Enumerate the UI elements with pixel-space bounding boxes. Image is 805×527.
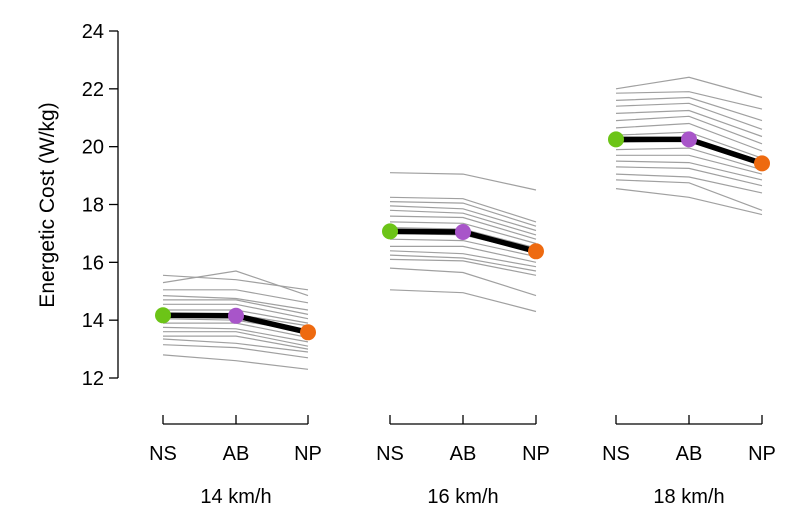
y-tick-label: 24 [82,21,104,43]
subject-line [615,76,763,99]
mean-point-np [754,155,770,172]
subject-line [390,245,537,263]
subject-line [163,299,309,315]
y-tick-label: 22 [82,79,104,101]
subject-line [615,109,763,138]
subject-line [615,188,763,216]
mean-point-ns [382,223,398,240]
subject-line [616,154,763,175]
mean-point-ab [455,224,471,240]
mean-point-ab [228,307,244,324]
x-tick-label: AB [223,443,250,465]
plot-area [155,76,770,370]
x-tick-label: AB [676,443,703,465]
subject-line [615,115,763,145]
subject-line [615,160,763,181]
x-tick-label: NP [748,443,776,465]
group-label: 18 km/h [653,486,724,508]
subject-line [162,338,309,353]
y-tick-label: 14 [82,310,104,332]
y-tick-label: 20 [82,137,104,159]
subject-line [615,147,763,171]
subject-line [615,122,763,152]
subject-line [389,250,537,268]
axes: 12 14 16 18 20 22 24 NS AB NP 14 km/h NS AB NP 16 km/h… [82,21,776,508]
subject-line [389,238,537,258]
subject-line [162,344,309,359]
subject-line [389,201,537,227]
x-tick-label: NS [602,443,630,465]
group-label: 16 km/h [427,486,498,508]
subject-line [615,166,763,187]
mean-point-np [300,324,316,341]
subject-line [615,91,763,110]
subject-line [162,354,309,370]
subject-line [389,258,537,276]
subject-line [389,289,537,313]
mean-point-ab [681,131,697,148]
subject-line [162,295,309,311]
x-tick-label: NS [376,443,404,465]
subject-line [162,326,309,343]
y-axis-title: Energetic Cost (W/kg) [36,102,59,307]
subject-line [162,270,309,297]
mean-point-ns [608,131,624,148]
subject-line [389,215,537,240]
subject-line [163,289,309,304]
subject-line [389,209,537,236]
y-tick-label: 18 [82,195,104,217]
subject-line [615,173,763,194]
subject-line [615,179,763,211]
subject-line [389,205,537,232]
x-tick-label: AB [450,443,477,465]
subject-line [162,274,309,291]
x-tick-label: NS [149,443,177,465]
subject-line [389,172,537,191]
y-tick-label: 16 [82,252,104,274]
subject-line [389,267,537,297]
mean-point-np [528,243,544,260]
mean-point-ns [155,307,171,324]
subject-line [163,331,309,347]
subject-line [615,96,763,122]
subject-line [389,254,537,272]
subject-line [389,196,537,223]
subject-line [389,221,537,245]
subject-line [163,335,309,350]
x-tick-label: NP [522,443,550,465]
subject-line [163,303,309,320]
group-label: 14 km/h [200,486,271,508]
subject-line [615,102,763,130]
y-tick-label: 12 [82,368,104,390]
x-tick-label: NP [294,443,322,465]
